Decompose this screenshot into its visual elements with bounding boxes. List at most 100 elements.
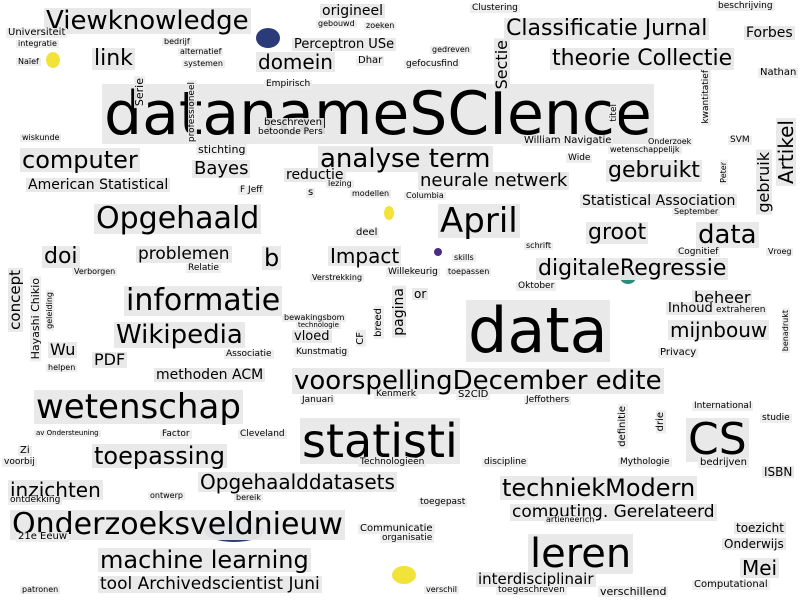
cloud-word-stichting: stichting: [196, 143, 248, 156]
cloud-word-tool: tool Archivedscientist Juni: [98, 574, 322, 594]
cloud-word-analyse: analyse term: [318, 144, 493, 174]
cloud-word-studie: studie: [760, 413, 792, 423]
cloud-word-american: American Statistical: [26, 177, 171, 193]
cloud-word-systemen: systemen: [182, 59, 225, 68]
cloud-word-wiskunde: wiskunde: [20, 133, 62, 142]
cloud-word-kenmerk: Kenmerk: [374, 389, 418, 399]
cloud-word-naief: Naïef: [16, 57, 41, 66]
cloud-word-bereik: bereik: [234, 493, 263, 502]
cloud-word-voorbij: voorbij: [2, 457, 37, 467]
cloud-word-communicatie: Communicatie: [358, 523, 435, 534]
cloud-word-september: September: [672, 207, 721, 216]
blob-yellow-3: [392, 566, 416, 584]
cloud-word-wikipedia: Wikipedia: [114, 320, 245, 350]
cloud-word-statisti: statisti: [300, 414, 460, 468]
cloud-word-hayashi: Hayashi Chikio: [29, 276, 42, 362]
cloud-word-toepassing: toepassing: [92, 442, 227, 470]
cloud-word-deel: deel: [354, 227, 380, 238]
blob-purple-1: [434, 248, 442, 256]
cloud-word-skills: skills: [452, 253, 476, 262]
cloud-word-serie: Serie: [133, 76, 146, 109]
cloud-word-januari: Januari: [300, 395, 336, 405]
cloud-word-gefocusfind: gefocusfind: [404, 59, 461, 69]
cloud-word-wu: Wu: [48, 340, 78, 359]
cloud-word-sectie: Sectie: [492, 38, 511, 92]
cloud-word-william: William Navigatie: [522, 135, 614, 146]
cloud-word-peter: Peter: [719, 160, 728, 185]
cloud-word-verborgen: Verborgen: [72, 267, 118, 276]
cloud-word-organisatie: organisatie: [380, 533, 435, 543]
cloud-word-technologieen: Technologieën: [358, 457, 427, 467]
cloud-word-wetenschappelijk: wetenschappelijk: [608, 145, 682, 154]
blob-navy-1: [256, 28, 280, 48]
cloud-word-groot: groot: [586, 220, 649, 245]
cloud-word-professioneel: professioneel: [187, 80, 197, 145]
cloud-word-kwantitatief: kwantitatief: [701, 68, 711, 126]
cloud-word-leren: leren: [528, 531, 634, 577]
cloud-word-universiteit: Universiteit: [6, 27, 68, 38]
cloud-word-cognitief: Cognitief: [676, 247, 721, 257]
cloud-word-or: or: [412, 287, 429, 301]
cloud-word-associatie: Associatie: [224, 349, 274, 359]
cloud-word-bewakingsbom: bewakingsbom: [282, 313, 347, 322]
cloud-word-breed: breed: [373, 306, 384, 339]
cloud-word-gebruik: gebruik: [754, 150, 773, 215]
cloud-word-toegeschreven: toegeschreven: [496, 585, 567, 595]
cloud-word-b: b: [262, 244, 282, 272]
cloud-word-isbn: ISBN: [762, 465, 795, 479]
cloud-word-informatie: informatie: [124, 283, 283, 318]
cloud-word-svm: SVM: [728, 135, 752, 145]
cloud-word-techniek: techniekModern: [500, 474, 698, 502]
cloud-word-bedrijven: bedrijven: [698, 457, 749, 468]
cloud-word-geleiding: geleiding: [45, 290, 54, 331]
cloud-word-titel: titel: [609, 102, 619, 124]
cloud-word-computational: Computational: [692, 579, 770, 590]
cloud-word-classificatie: Classificatie Jurnal: [504, 16, 710, 41]
cloud-word-reductie: reductie: [284, 167, 346, 183]
cloud-word-pagina: pagina: [391, 286, 407, 338]
cloud-word-extraheren: extraheren: [714, 305, 768, 315]
cloud-word-verschillend: verschillend: [598, 585, 669, 598]
cloud-word-drie: drie: [655, 410, 666, 434]
cloud-word-artikel: Artikel: [774, 118, 798, 187]
cloud-word-s2cid: S2CID: [456, 389, 491, 400]
cloud-word-privacy: Privacy: [658, 347, 699, 358]
cloud-word-mythologie: Mythologie: [618, 457, 672, 467]
cloud-word-interdisciplinair: interdisciplinair: [476, 570, 596, 588]
cloud-word-zoeken: zoeken: [364, 21, 397, 30]
cloud-word-forbes: Forbes: [744, 25, 795, 41]
cloud-word-problemen: problemen: [136, 244, 232, 264]
cloud-word-empirisch: Empirisch: [264, 79, 313, 89]
cloud-word-zi: Zi: [18, 445, 32, 456]
cloud-word-bedrijf: bedrijf: [162, 37, 192, 46]
cloud-word-wide: Wide: [566, 153, 593, 163]
cloud-word-definitie: definitie: [617, 404, 628, 449]
cloud-word-factor: Factor: [160, 429, 192, 439]
cloud-word-clustering: Clustering: [470, 3, 520, 13]
cloud-word-pdf: PDF: [92, 350, 128, 369]
cloud-word-theorie: theorie Collectie: [550, 46, 735, 71]
cloud-word-fjeff: F Jeff: [238, 185, 265, 195]
cloud-word-gebruikt: gebruikt: [606, 158, 702, 183]
cloud-word-methoden: methoden ACM: [154, 367, 266, 383]
cloud-word-data-big: data: [466, 294, 610, 367]
cloud-word-betoonde: betoonde Pers: [256, 127, 325, 137]
blob-yellow-2: [384, 206, 394, 220]
cloud-word-domein: domein: [256, 50, 335, 74]
cloud-word-beschreven: beschreven: [262, 117, 324, 128]
cloud-word-opgehaalddatasets: Opgehaalddatasets: [198, 470, 397, 494]
cloud-word-computer: computer: [20, 146, 140, 174]
cloud-word-onderzoek: Onderzoek: [646, 137, 694, 146]
cloud-word-mijnbouw: mijnbouw: [668, 318, 770, 342]
cloud-word-oktober: Oktober: [516, 281, 557, 291]
cloud-word-cf: CF: [355, 330, 366, 347]
cloud-word-opgehaald: Opgehaald: [94, 201, 262, 236]
cloud-word-computing: computing. Gerelateerd: [510, 502, 717, 522]
cloud-word-cs: CS: [686, 414, 749, 465]
cloud-word-columbia: Columbia: [404, 191, 446, 200]
cloud-word-modellen: modellen: [350, 189, 392, 198]
cloud-word-schrift: schrift: [524, 241, 553, 250]
cloud-word-discipline: discipline: [482, 457, 529, 467]
cloud-word-s-small: s: [306, 187, 316, 198]
